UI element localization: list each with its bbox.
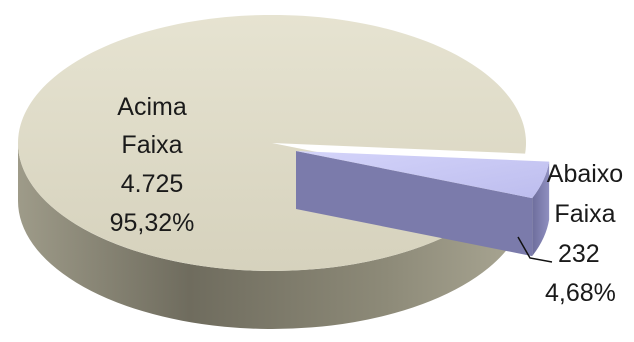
label-acima-line2: Faixa [121, 131, 182, 159]
leader-line [517, 236, 553, 263]
slice-abaixo-faixa [296, 151, 550, 257]
slice-abaixo-faixa-side [532, 161, 550, 257]
label-acima-count: 4.725 [121, 170, 184, 198]
label-acima-faixa: Acima Faixa 4.725 95,32% [110, 93, 195, 237]
label-acima-percent: 95,32% [110, 209, 195, 237]
label-abaixo-percent: 4,68% [545, 279, 616, 307]
slice-acima-faixa-side [18, 143, 509, 329]
slice-abaixo-faixa-end [296, 151, 533, 257]
label-abaixo-count: 232 [558, 240, 600, 268]
label-abaixo-faixa: Abaixo Faixa 232 4,68% [545, 160, 623, 307]
label-abaixo-line1: Abaixo [547, 160, 623, 188]
label-abaixo-line2: Faixa [554, 200, 615, 228]
label-acima-line1: Acima [117, 93, 187, 121]
slice-abaixo-faixa-top [296, 151, 550, 199]
